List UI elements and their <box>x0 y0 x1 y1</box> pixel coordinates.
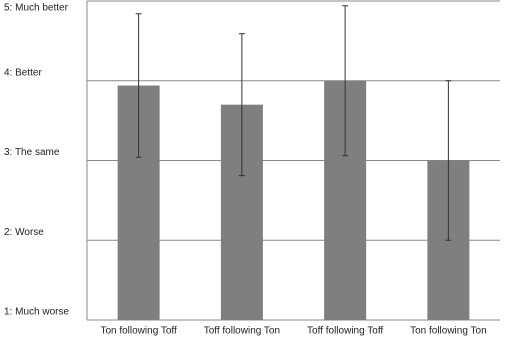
y-tick-label: 4: Better <box>4 67 42 78</box>
x-tick-label: Toff following Ton <box>204 326 280 337</box>
x-tick-label: Toff following Toff <box>307 326 383 337</box>
y-tick-label: 5: Much better <box>4 3 69 14</box>
x-tick-label: Ton following Toff <box>100 326 177 337</box>
y-tick-label: 2: Worse <box>4 227 44 238</box>
y-tick-label: 1: Much worse <box>4 307 69 318</box>
y-tick-label: 3: The same <box>4 147 60 158</box>
x-tick-label: Ton following Ton <box>410 326 487 337</box>
